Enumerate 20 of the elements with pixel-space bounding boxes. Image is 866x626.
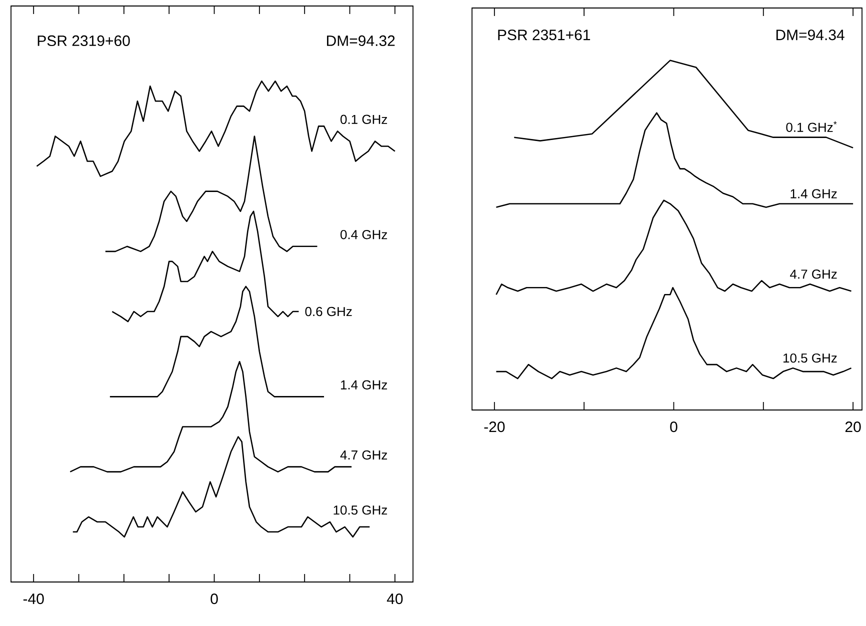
- chart-title: PSR 2351+61: [498, 30, 590, 40]
- x-tick-label: -40: [23, 594, 44, 604]
- x-tick-label: 20: [845, 422, 861, 432]
- x-tick-label: 40: [386, 594, 403, 604]
- x-tick-label: -20: [484, 422, 505, 432]
- series-label: 0.6 GHz: [305, 306, 352, 316]
- series-label: 1.4 GHz: [340, 380, 388, 390]
- series-label: 4.7 GHz: [340, 450, 388, 460]
- series-label: 4.7 GHz: [790, 270, 837, 279]
- text: DM=94.34: [776, 30, 844, 40]
- x-tick-label: 0: [210, 594, 218, 604]
- series-label: 1.4 GHz: [790, 189, 837, 198]
- series-label: 0.1 GHz$^{*}$: [786, 121, 837, 132]
- series-label: 0.1 GHz: [340, 114, 388, 124]
- chart-title: PSR 2319+60: [38, 35, 130, 46]
- series-label: 10.5 GHz: [334, 505, 388, 515]
- text: DM=94.32: [327, 35, 395, 46]
- x-tick-label: 0: [670, 422, 678, 432]
- series-label: 10.5 GHz: [783, 353, 837, 363]
- series-label: 0.4 GHz: [340, 230, 388, 240]
